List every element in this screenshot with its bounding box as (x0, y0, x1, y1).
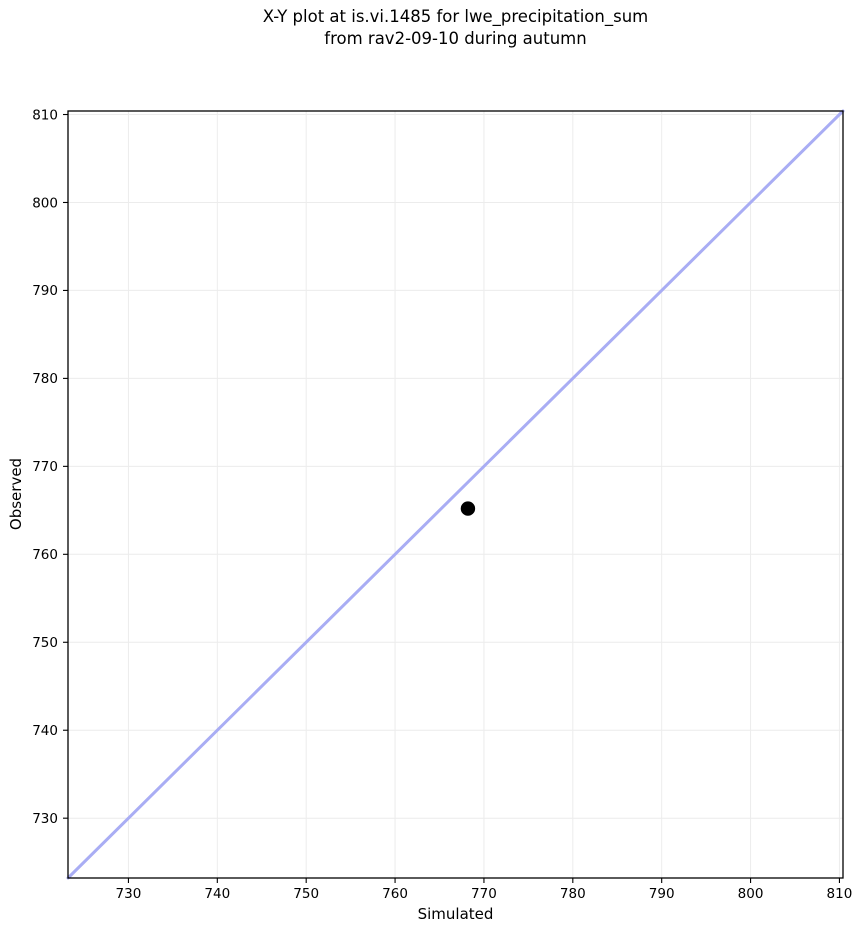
identity-line (66, 109, 845, 880)
chart-title: X-Y plot at is.vi.1485 for lwe_precipita… (68, 6, 843, 50)
plot-frame (67, 110, 844, 879)
x-tick-label: 810 (827, 886, 853, 902)
x-tick-label: 790 (649, 886, 675, 902)
y-tick-label: 810 (32, 107, 58, 123)
y-tick-label: 730 (32, 811, 58, 827)
y-tick-label: 750 (32, 635, 58, 651)
x-tick-label: 750 (293, 886, 319, 902)
x-tick-label: 780 (560, 886, 586, 902)
y-tick-label: 770 (32, 459, 58, 475)
x-tick-label: 760 (382, 886, 408, 902)
x-axis-label: Simulated (417, 905, 494, 923)
y-tick-label: 740 (32, 723, 58, 739)
chart-title-line-1: X-Y plot at is.vi.1485 for lwe_precipita… (262, 7, 649, 26)
x-tick-label: 740 (204, 886, 230, 902)
data-point (460, 501, 476, 516)
x-tick-label: 730 (116, 886, 142, 902)
y-tick-label: 760 (32, 547, 58, 563)
x-tick-label: 770 (471, 886, 497, 902)
y-axis-label: Observed (7, 457, 25, 531)
y-tick-label: 780 (32, 371, 58, 387)
x-tick-label: 800 (738, 886, 764, 902)
y-tick-label: 790 (32, 283, 58, 299)
y-tick-label: 800 (32, 195, 58, 211)
chart-title-line-2: from rav2-09-10 during autumn (324, 29, 587, 48)
